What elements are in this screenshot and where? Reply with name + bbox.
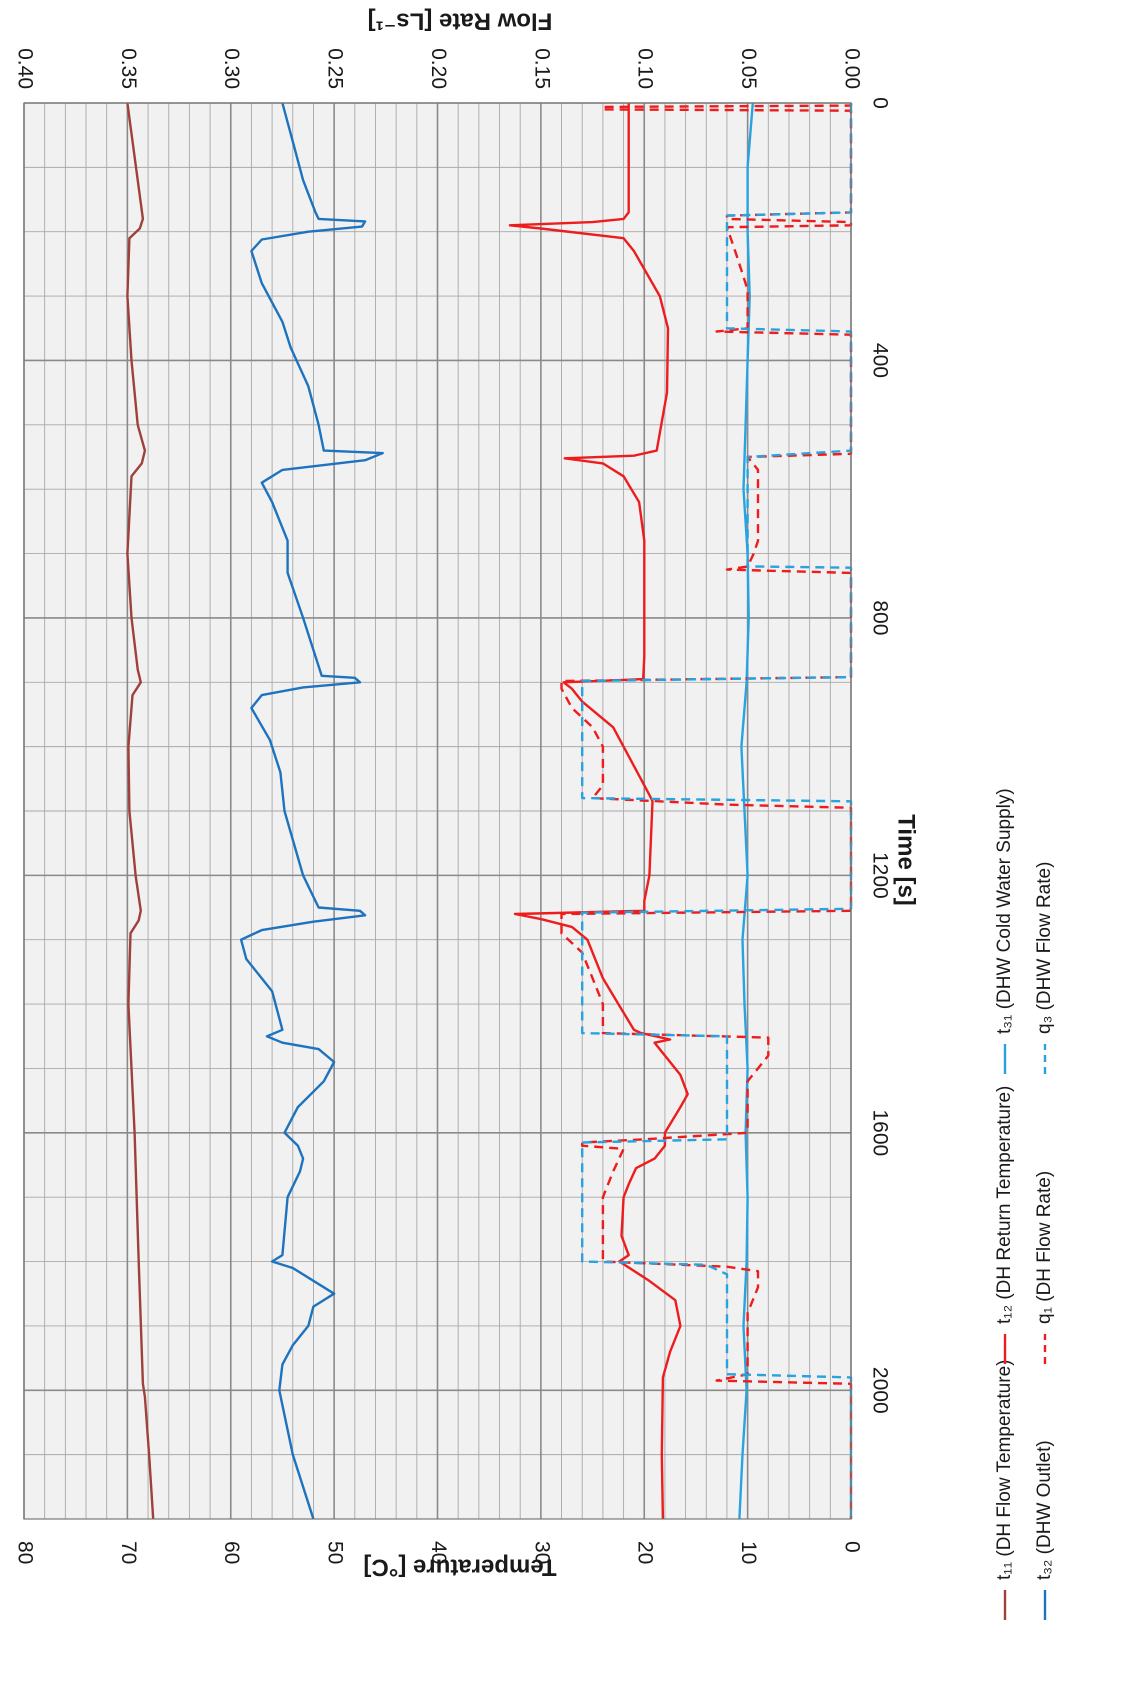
series-line: [560, 103, 853, 1519]
temperature-tick-label: 0: [840, 1541, 863, 1553]
time-tick-label: 1200: [868, 852, 891, 899]
time-tick-labels: 0 400 800 1200 1600 2000: [868, 97, 891, 1413]
series-line: [239, 102, 384, 1520]
time-tick-label: 800: [868, 600, 891, 635]
temperature-tick-label: 80: [13, 1541, 36, 1564]
temperature-tick-label: 70: [117, 1541, 140, 1564]
flow-rate-tick-label: 0.10: [634, 48, 657, 89]
flow-rate-tick-label: 0.00: [840, 48, 863, 89]
legend-label: t₁₂ (DH Return Temperature): [994, 1086, 1015, 1324]
flow-rate-tick-label: 0.15: [530, 48, 553, 89]
major-grid: [23, 102, 852, 1519]
time-tick-label: 1600: [868, 1109, 891, 1156]
time-tick-label: 2000: [868, 1367, 891, 1414]
flow-rate-tick-label: 0.25: [324, 48, 347, 89]
temperature-tick-label: 50: [324, 1541, 347, 1564]
legend-label: q₃ (DHW Flow Rate): [1034, 862, 1055, 1034]
legend-label: q₁ (DH Flow Rate): [1034, 1171, 1055, 1324]
flow-rate-tick-label: 0.05: [737, 48, 760, 89]
flow-rate-tick-labels: 0.00 0.05 0.10 0.15 0.20 0.25 0.30 0.35 0.40: [13, 48, 863, 89]
legend-label: t₁₁ (DH Flow Temperature): [994, 1360, 1015, 1580]
series-line: [738, 102, 754, 1520]
series-line: [126, 102, 155, 1520]
temperature-tick-label: 30: [530, 1541, 553, 1564]
time-tick-label: 400: [868, 343, 891, 378]
time-tick-label: 0: [868, 97, 891, 109]
temperature-tick-label: 20: [634, 1541, 657, 1564]
legend: t₁₁ (DH Flow Temperature) t₁₂ (DH Return …: [994, 788, 1055, 1620]
legend-label: t₃₁ (DHW Cold Water Supply): [994, 788, 1015, 1034]
temperature-tick-label: 10: [737, 1541, 760, 1564]
time-axis-title: Time [s]: [893, 814, 920, 906]
flow-rate-tick-label: 0.40: [13, 48, 36, 89]
plot-frame: [23, 102, 852, 1520]
flow-rate-tick-label: 0.30: [220, 48, 243, 89]
temperature-tick-label: 60: [220, 1541, 243, 1564]
temperature-tick-labels: 0 10 20 30 40 50 60 70 80: [13, 1541, 863, 1564]
flow-rate-tick-label: 0.35: [117, 48, 140, 89]
temperature-tick-label: 40: [427, 1541, 450, 1564]
flow-rate-axis-title: Flow Rate [Ls⁻¹]: [368, 8, 553, 35]
temperature-axis-title: Temperature [°C]: [363, 1554, 556, 1581]
series-line: [508, 103, 689, 1520]
flow-rate-tick-label: 0.20: [427, 48, 450, 89]
legend-label: t₃₂ (DHW Outlet): [1034, 1440, 1055, 1580]
